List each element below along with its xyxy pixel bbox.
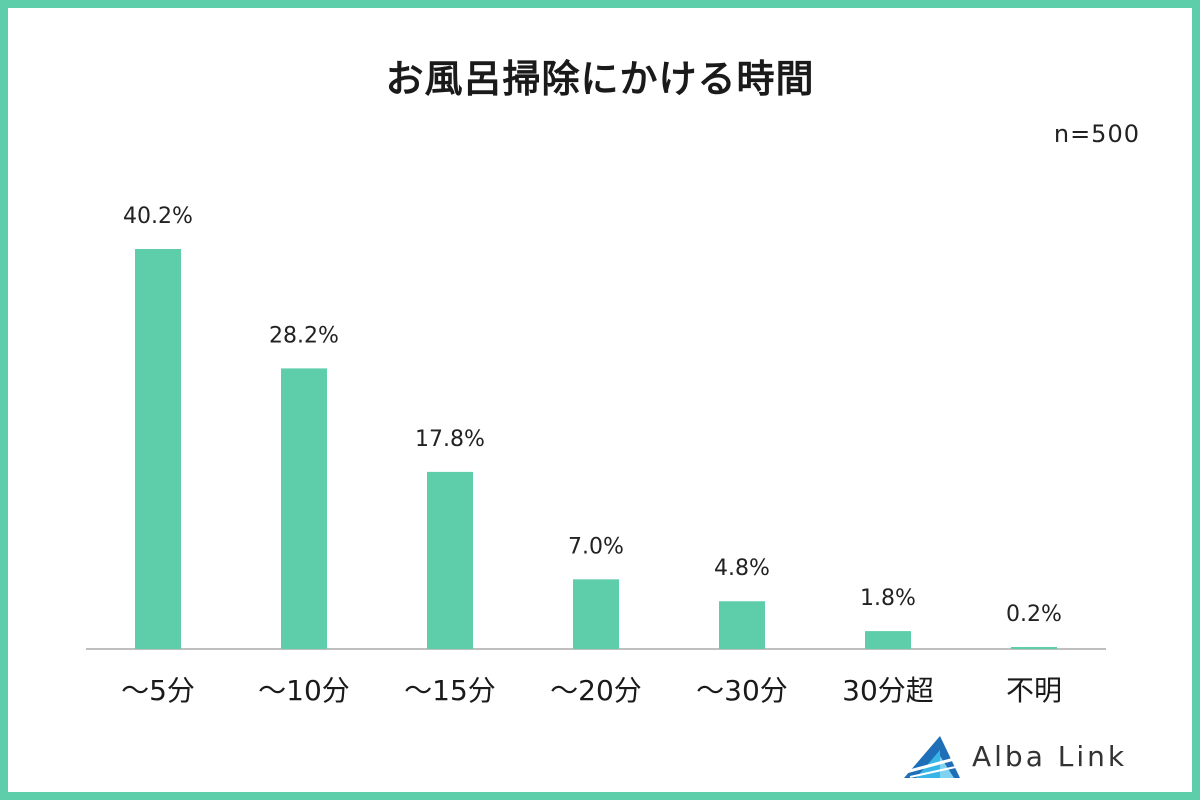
data-label: 28.2% [269, 323, 339, 348]
chart-title: お風呂掃除にかける時間 [385, 57, 815, 101]
bar [135, 249, 181, 649]
x-tick-label: ～20分 [550, 674, 642, 707]
brand-name: Alba Link [972, 740, 1128, 773]
bar [281, 368, 327, 649]
bar [865, 631, 911, 649]
x-tick-label: ～5分 [121, 674, 195, 707]
x-tick-label: ～30分 [696, 674, 788, 707]
bar [1011, 647, 1057, 649]
data-label: 1.8% [860, 586, 916, 611]
x-tick-label: 30分超 [842, 674, 934, 707]
data-label: 17.8% [415, 427, 485, 452]
data-label: 4.8% [714, 556, 770, 581]
bar [573, 579, 619, 649]
data-label: 7.0% [568, 534, 624, 559]
brand-logo: Alba Link [900, 732, 1160, 782]
x-tick-label: ～10分 [258, 674, 350, 707]
data-label: 0.2% [1006, 602, 1062, 627]
x-tick-label: 不明 [1006, 674, 1062, 707]
sample-size-label: n=500 [1053, 120, 1140, 148]
alba-link-logo-icon [904, 736, 961, 778]
x-tick-label: ～15分 [404, 674, 496, 707]
bar [719, 601, 765, 649]
data-label: 40.2% [123, 204, 193, 229]
bar [427, 471, 473, 649]
